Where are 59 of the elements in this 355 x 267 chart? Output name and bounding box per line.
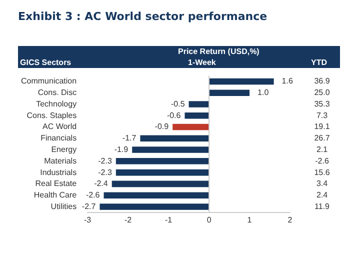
x-tick-label: -3 — [84, 215, 92, 224]
bar — [209, 90, 250, 96]
data-label: -2.3 — [98, 168, 112, 177]
x-tick-label: 2 — [288, 215, 293, 224]
bar — [188, 101, 210, 108]
y-tick-label: Energy — [51, 144, 77, 154]
bar — [112, 180, 210, 188]
text: 2.1 — [316, 144, 328, 154]
bar — [184, 112, 210, 119]
bar — [104, 192, 210, 198]
bar — [140, 135, 210, 142]
bar — [116, 158, 210, 164]
y-tick-label: Technology — [36, 99, 77, 108]
text: 15.6 — [314, 168, 330, 177]
y-tick-label: Communication — [21, 76, 77, 86]
chart-title: Exhibit 3 : AC World sector performance — [18, 10, 268, 23]
text: 36.9 — [314, 76, 330, 86]
text: 11.9 — [314, 202, 330, 211]
y-tick-label: Health Care — [34, 190, 78, 200]
text: 26.7 — [314, 134, 330, 143]
text: 2.4 — [316, 190, 328, 200]
text: 19.1 — [314, 122, 330, 132]
text: 1-Week — [188, 58, 216, 67]
y-axis-title: GICS Sectors — [20, 58, 72, 67]
text: -2.6 — [315, 156, 330, 166]
text: 25.0 — [314, 88, 330, 98]
bar — [132, 146, 210, 153]
data-label: -1.9 — [114, 144, 129, 154]
y-tick-label: Materials — [44, 156, 77, 166]
data-label: -2.7 — [82, 202, 96, 211]
bar — [209, 78, 274, 85]
data-label: -0.5 — [170, 99, 186, 108]
bar — [100, 204, 210, 210]
data-label: -2.3 — [98, 156, 112, 166]
data-label: -2.6 — [86, 190, 100, 200]
text: 3.4 — [316, 179, 328, 188]
y-tick-label: Financials — [40, 134, 77, 143]
text: 35.3 — [314, 99, 330, 108]
x-tick-label: -2 — [124, 215, 132, 224]
y-tick-label: Cons. Staples — [26, 110, 77, 120]
data-label: 1.0 — [258, 88, 270, 98]
y-tick-label: Industrials — [40, 168, 77, 177]
data-label: -0.6 — [166, 110, 182, 120]
data-label: 1.6 — [282, 76, 294, 86]
y-tick-label: Real Estate — [35, 179, 78, 188]
data-label: -2.4 — [94, 179, 108, 188]
y-tick-label: Cons. Disc — [38, 88, 77, 98]
y-tick-label: Utilities — [50, 202, 77, 211]
bar — [116, 169, 210, 176]
data-label: -0.9 — [154, 122, 170, 132]
text: 7.3 — [316, 110, 328, 120]
y-tick-label: AC World — [42, 122, 77, 132]
x-tick-label: 0 — [206, 215, 212, 224]
text: Price Return (USD,%) — [178, 47, 260, 56]
x-tick-label: 1 — [247, 215, 252, 224]
bar — [172, 124, 210, 130]
text: YTD — [311, 58, 327, 67]
x-tick-label: -1 — [164, 215, 173, 224]
data-label: -1.7 — [122, 134, 137, 143]
